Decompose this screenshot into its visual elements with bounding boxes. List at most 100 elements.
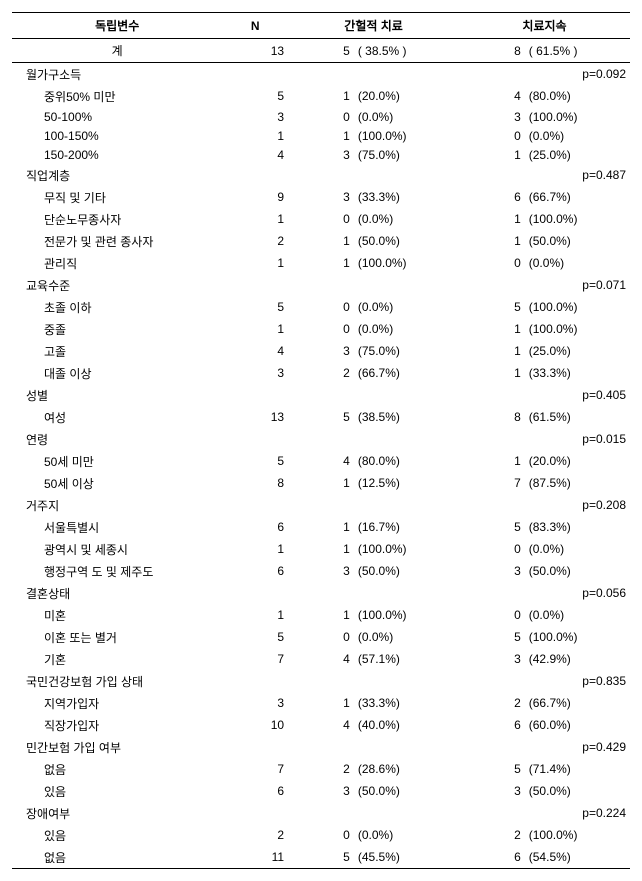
group-pvalue: p=0.429: [525, 736, 630, 758]
row-label: 이혼 또는 별거: [12, 626, 222, 648]
row-label: 단순노무종사자: [12, 208, 222, 230]
table-row: 중졸10(0.0%)1(100.0%): [12, 318, 630, 340]
row-c2n: 0: [459, 604, 525, 626]
table-header-row: 독립변수 N 간헐적 치료 치료지속: [12, 13, 630, 39]
row-c1n: 3: [288, 780, 354, 802]
header-col1: 간헐적 치료: [288, 13, 459, 39]
row-c1p: (100.0%): [354, 538, 459, 560]
table-row: 광역시 및 세종시11(100.0%)0(0.0%): [12, 538, 630, 560]
group-pvalue: p=0.056: [525, 582, 630, 604]
row-label: 150-200%: [12, 145, 222, 164]
table-row: 초졸 이하50(0.0%)5(100.0%): [12, 296, 630, 318]
row-c2n: 3: [459, 560, 525, 582]
row-n: 6: [222, 780, 288, 802]
row-c1n: 3: [288, 340, 354, 362]
group-title: 결혼상태: [12, 582, 222, 604]
group-header-row: 장애여부p=0.224: [12, 802, 630, 824]
row-label: 지역가입자: [12, 692, 222, 714]
row-c2n: 1: [459, 362, 525, 384]
row-label: 고졸: [12, 340, 222, 362]
row-c1p: (80.0%): [354, 450, 459, 472]
group-title: 연령: [12, 428, 222, 450]
row-c2p: (0.0%): [525, 538, 630, 560]
row-n: 2: [222, 824, 288, 846]
row-c1n: 1: [288, 472, 354, 494]
row-n: 4: [222, 340, 288, 362]
table-row: 직장가입자104(40.0%)6(60.0%): [12, 714, 630, 736]
row-c2p: (61.5%): [525, 406, 630, 428]
row-c1p: (0.0%): [354, 318, 459, 340]
table-row: 서울특별시61(16.7%)5(83.3%): [12, 516, 630, 538]
row-c2n: 3: [459, 780, 525, 802]
row-label: 있음: [12, 780, 222, 802]
row-c2p: (50.0%): [525, 560, 630, 582]
row-c1p: (66.7%): [354, 362, 459, 384]
row-c1p: (45.5%): [354, 846, 459, 869]
row-c1n: 0: [288, 296, 354, 318]
row-c1p: (100.0%): [354, 604, 459, 626]
group-header-row: 월가구소득p=0.092: [12, 63, 630, 86]
row-c2p: (42.9%): [525, 648, 630, 670]
row-c1p: (75.0%): [354, 340, 459, 362]
row-c1n: 3: [288, 186, 354, 208]
group-header-row: 민간보험 가입 여부 p=0.429: [12, 736, 630, 758]
row-label: 직장가입자: [12, 714, 222, 736]
group-pvalue: p=0.015: [525, 428, 630, 450]
row-c2n: 1: [459, 318, 525, 340]
row-c1n: 1: [288, 692, 354, 714]
row-n: 7: [222, 758, 288, 780]
group-header-row: 국민건강보험 가입 상태p=0.835: [12, 670, 630, 692]
row-c2n: 0: [459, 252, 525, 274]
group-title: 민간보험 가입 여부: [12, 736, 222, 758]
row-n: 1: [222, 208, 288, 230]
row-c2p: (100.0%): [525, 318, 630, 340]
row-c2n: 0: [459, 538, 525, 560]
row-c2p: (54.5%): [525, 846, 630, 869]
row-c1n: 3: [288, 145, 354, 164]
total-c1n: 5: [288, 39, 354, 63]
row-c1n: 1: [288, 230, 354, 252]
row-n: 2: [222, 230, 288, 252]
row-c2p: (0.0%): [525, 252, 630, 274]
row-label: 50-100%: [12, 107, 222, 126]
row-c1p: (33.3%): [354, 692, 459, 714]
row-c1n: 0: [288, 318, 354, 340]
row-c1n: 1: [288, 252, 354, 274]
row-c2p: (66.7%): [525, 692, 630, 714]
table-row: 전문가 및 관련 종사자21(50.0%)1(50.0%): [12, 230, 630, 252]
row-label: 대졸 이상: [12, 362, 222, 384]
group-header-row: 성별p=0.405: [12, 384, 630, 406]
row-c2p: (50.0%): [525, 780, 630, 802]
row-c2p: (33.3%): [525, 362, 630, 384]
row-label: 50세 이상: [12, 472, 222, 494]
row-n: 5: [222, 450, 288, 472]
header-col2: 치료지속: [459, 13, 630, 39]
row-n: 3: [222, 362, 288, 384]
row-label: 광역시 및 세종시: [12, 538, 222, 560]
row-c1n: 2: [288, 758, 354, 780]
row-c2p: (25.0%): [525, 340, 630, 362]
row-n: 1: [222, 252, 288, 274]
row-c1n: 4: [288, 648, 354, 670]
group-header-row: 교육수준p=0.071: [12, 274, 630, 296]
row-c2p: (0.0%): [525, 604, 630, 626]
group-title: 국민건강보험 가입 상태: [12, 670, 222, 692]
row-c2n: 3: [459, 107, 525, 126]
row-c2n: 4: [459, 85, 525, 107]
row-c2p: (71.4%): [525, 758, 630, 780]
row-n: 10: [222, 714, 288, 736]
row-c1p: (57.1%): [354, 648, 459, 670]
stats-table: 독립변수 N 간헐적 치료 치료지속 계 13 5 ( 38.5% ) 8 ( …: [12, 12, 630, 869]
total-label: 계: [12, 39, 222, 63]
row-c2n: 7: [459, 472, 525, 494]
row-c1p: (38.5%): [354, 406, 459, 428]
row-label: 관리직: [12, 252, 222, 274]
total-c1p: ( 38.5% ): [354, 39, 459, 63]
table-row: 여성135(38.5%)8(61.5%): [12, 406, 630, 428]
row-c2n: 5: [459, 516, 525, 538]
row-n: 3: [222, 692, 288, 714]
table-row: 100-150%11(100.0%)0(0.0%): [12, 126, 630, 145]
row-c2p: (100.0%): [525, 296, 630, 318]
row-c1p: (0.0%): [354, 208, 459, 230]
row-label: 무직 및 기타: [12, 186, 222, 208]
